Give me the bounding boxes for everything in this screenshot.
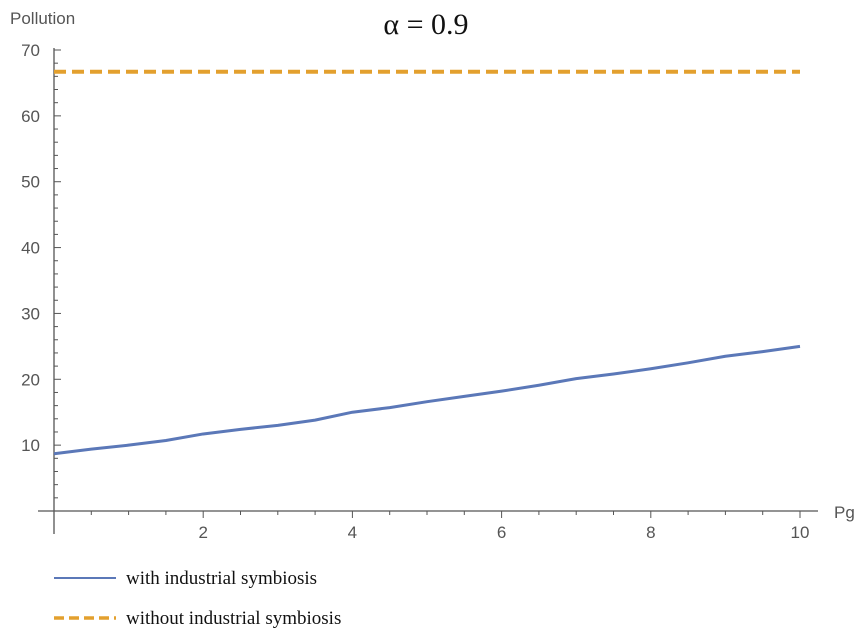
y-tick-label: 70 <box>21 41 40 60</box>
x-axis-title: Pg <box>834 503 855 522</box>
x-tick-label: 4 <box>348 523 357 542</box>
y-tick-label: 30 <box>21 304 40 323</box>
legend-label-1: with industrial symbiosis <box>126 568 317 589</box>
y-tick-label: 60 <box>21 107 40 126</box>
axes: 2 4 6 8 10 10 20 30 40 50 60 70 <box>21 41 818 542</box>
series-line-1 <box>53 344 801 456</box>
legend: with industrial symbiosis without industr… <box>54 568 341 629</box>
y-tick-label: 20 <box>21 370 40 389</box>
x-tick-label: 6 <box>497 523 506 542</box>
y-tick-label: 50 <box>21 173 40 192</box>
legend-label-2: without industrial symbiosis <box>126 608 341 629</box>
chart-title: α = 0.9 <box>383 8 468 41</box>
x-tick-label: 8 <box>646 523 655 542</box>
series-layer <box>53 69 801 456</box>
y-axis-title: Pollution <box>10 9 75 28</box>
y-tick-label: 40 <box>21 239 40 258</box>
x-tick-label: 10 <box>791 523 810 542</box>
x-tick-label: 2 <box>198 523 207 542</box>
y-tick-label: 10 <box>21 436 40 455</box>
